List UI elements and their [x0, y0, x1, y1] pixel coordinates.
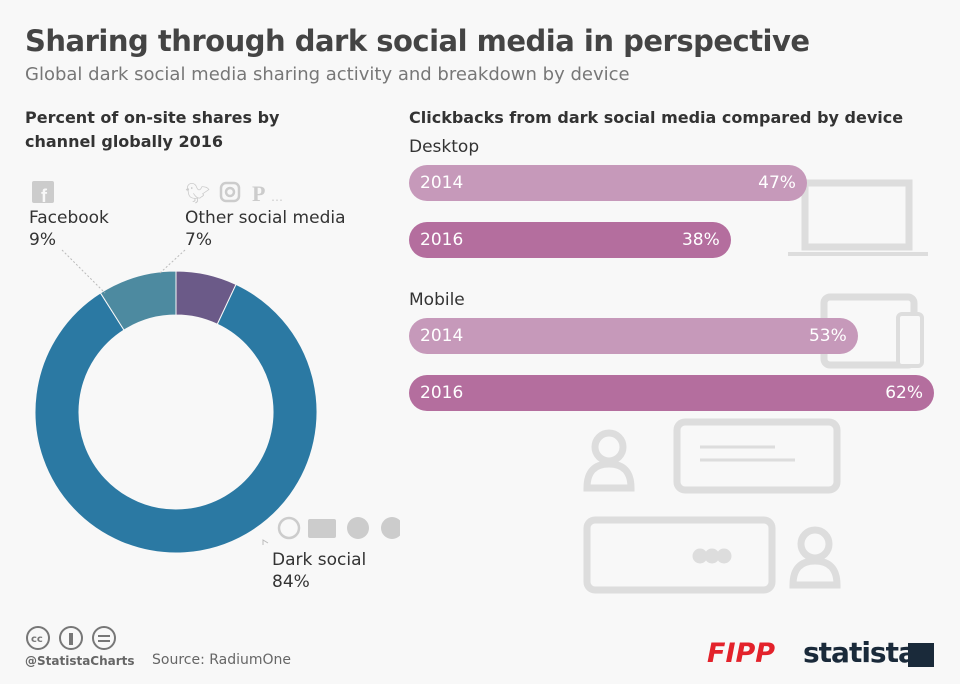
- person-icon: [789, 526, 841, 589]
- other-social-label: Other social media 7%: [185, 208, 346, 250]
- bar-value-label: 62%: [885, 383, 923, 403]
- svg-text:P: P: [252, 181, 265, 206]
- svg-text:…: …: [271, 190, 283, 204]
- dark-social-label: Dark social 84%: [272, 550, 367, 592]
- donut-title: Percent of on-site shares by channel glo…: [25, 108, 280, 151]
- chat-bubble-icon: [673, 418, 841, 494]
- facebook-icon: f: [32, 181, 54, 206]
- statista-logo-icon: [908, 643, 934, 667]
- donut-slice-dark-social: [34, 283, 318, 554]
- source: Source: RadiumOne: [152, 652, 292, 668]
- statista-logo: statista: [803, 636, 917, 669]
- bar-mobile-2016: 2016 62%: [409, 375, 934, 411]
- handle: @StatistaCharts: [25, 654, 135, 668]
- bar-mobile-2014: 2014 53%: [409, 318, 858, 354]
- bar-year-label: 2016: [420, 230, 464, 250]
- chat-bubble-dots-icon: [583, 516, 776, 594]
- donut-chart: f 🐦︎ P… …: [32, 181, 400, 554]
- fipp-logo: FIPP: [707, 638, 776, 669]
- smartphone-icon: [896, 312, 924, 368]
- bar-title: Clickbacks from dark social media compar…: [409, 108, 904, 127]
- svg-text:f: f: [41, 186, 48, 206]
- donut-slice-facebook: [99, 270, 177, 331]
- bar-year-label: 2014: [420, 173, 464, 193]
- mail-icon: [308, 519, 336, 538]
- twitter-icon: 🐦︎: [185, 181, 210, 205]
- messaging-icons: …: [277, 516, 400, 540]
- skype-icon: [381, 517, 400, 539]
- bar-desktop-2014: 2014 47%: [409, 165, 807, 201]
- bar-value-label: 38%: [681, 230, 720, 250]
- bar-year-label: 2016: [420, 383, 464, 403]
- subtitle: Global dark social media sharing activit…: [25, 64, 630, 85]
- laptop-icon: [788, 179, 928, 256]
- desktop-label: Desktop: [409, 137, 480, 157]
- messenger-icon: [347, 517, 369, 539]
- person-icon: [583, 429, 635, 492]
- bar-value-label: 53%: [808, 326, 847, 346]
- mobile-label: Mobile: [409, 290, 465, 310]
- instagram-icon: [219, 181, 241, 203]
- pinterest-icon: P…: [252, 181, 283, 206]
- svg-text:cc: cc: [31, 634, 43, 645]
- whatsapp-icon: [277, 516, 301, 540]
- device-illustrations: [583, 179, 928, 594]
- svg-text:🐦︎: 🐦︎: [185, 181, 210, 205]
- bar-desktop-2016: 2016 38%: [409, 222, 731, 258]
- page-title: Sharing through dark social media in per…: [25, 24, 810, 58]
- bar-value-label: 47%: [758, 173, 796, 193]
- facebook-label: Facebook 9%: [29, 208, 109, 250]
- license-icons: cc: [25, 625, 121, 655]
- bar-year-label: 2014: [420, 326, 464, 346]
